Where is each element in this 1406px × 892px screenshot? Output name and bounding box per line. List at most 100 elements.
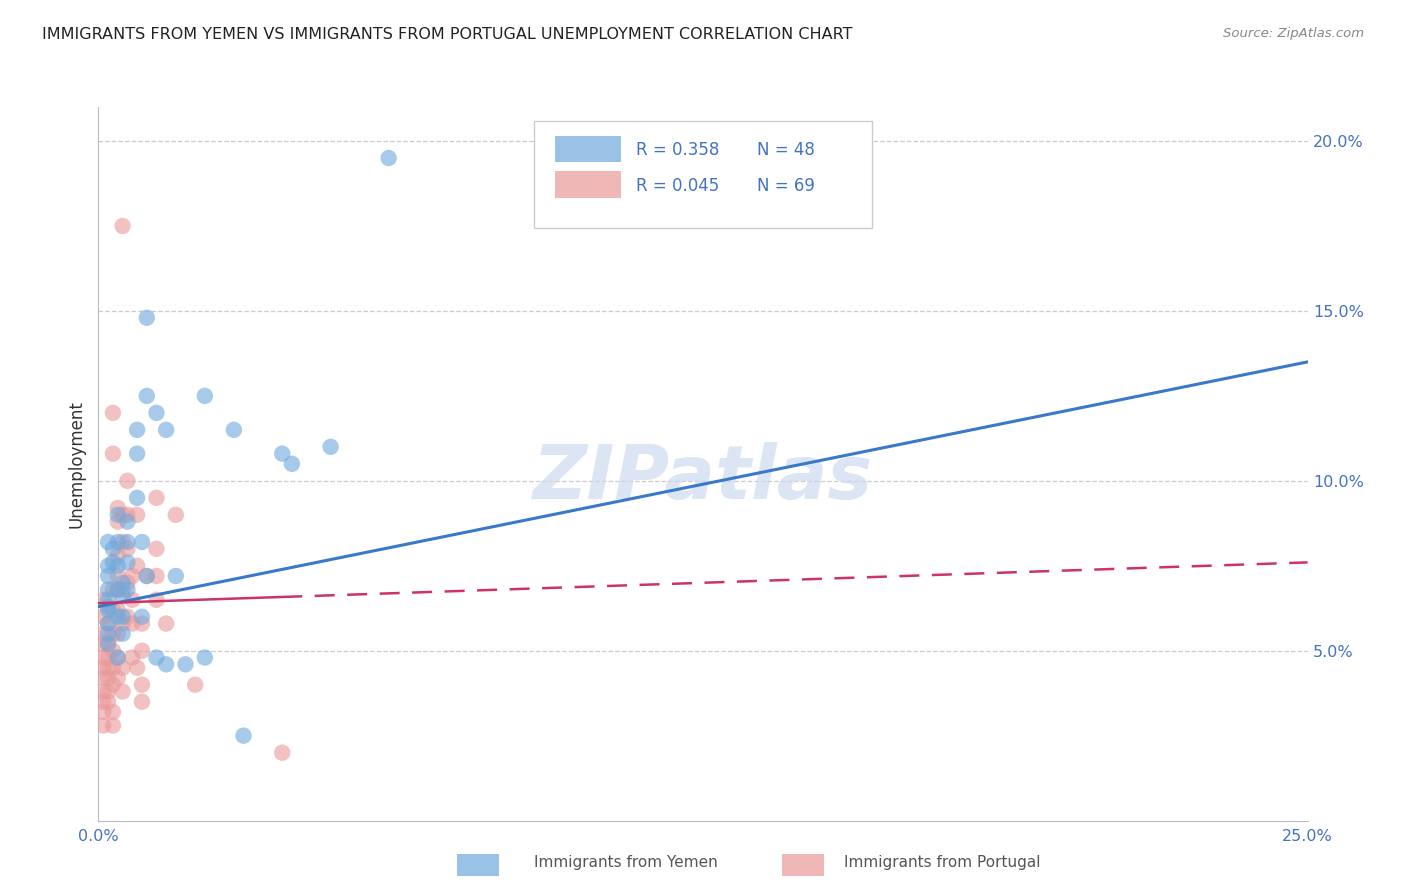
Point [131,644,153,658]
Point [131,609,153,624]
Point [107,549,129,563]
Point [194,389,217,403]
Point [91,684,114,698]
Point [91,695,114,709]
Text: IMMIGRANTS FROM YEMEN VS IMMIGRANTS FROM PORTUGAL UNEMPLOYMENT CORRELATION CHART: IMMIGRANTS FROM YEMEN VS IMMIGRANTS FROM… [42,27,852,42]
Point [145,406,167,420]
Point [101,555,124,569]
Point [232,729,254,743]
Text: R = 0.045: R = 0.045 [637,177,720,194]
Point [127,423,149,437]
Point [107,603,129,617]
Point [101,582,124,597]
Point [121,592,143,607]
Text: Immigrants from Portugal: Immigrants from Portugal [844,855,1040,870]
Point [97,535,120,549]
Point [127,558,149,573]
Point [111,219,134,233]
Point [97,650,120,665]
Point [121,616,143,631]
Point [131,695,153,709]
Point [111,684,134,698]
Point [117,508,139,522]
Text: R = 0.358: R = 0.358 [637,141,720,159]
Point [165,569,187,583]
Point [101,644,124,658]
Point [117,555,139,569]
Point [107,650,129,665]
Point [107,650,129,665]
Point [145,491,167,505]
Point [111,535,134,549]
Point [155,423,177,437]
Point [165,508,187,522]
Point [319,440,342,454]
Point [117,535,139,549]
Point [127,661,149,675]
Point [271,447,294,461]
Point [117,515,139,529]
Point [101,678,124,692]
Point [91,609,114,624]
Point [101,603,124,617]
Point [97,616,120,631]
Point [184,678,207,692]
Point [131,535,153,549]
Point [111,508,134,522]
Point [194,650,217,665]
Point [107,508,129,522]
Point [91,705,114,719]
Point [111,609,134,624]
Point [121,569,143,583]
Point [91,626,114,640]
Point [135,569,157,583]
Point [97,637,120,651]
Point [117,575,139,590]
Point [111,661,134,675]
Point [135,389,157,403]
Point [107,535,129,549]
Y-axis label: Unemployment: Unemployment [67,400,86,528]
Point [97,603,120,617]
Point [145,592,167,607]
Point [131,616,153,631]
Point [174,657,197,672]
Point [107,582,129,597]
Point [117,609,139,624]
Point [127,491,149,505]
Point [97,637,120,651]
Point [111,626,134,640]
Point [127,508,149,522]
Point [91,650,114,665]
Point [111,590,134,604]
Point [97,599,120,614]
Point [97,582,120,597]
Point [107,626,129,640]
Point [271,746,294,760]
Point [101,541,124,556]
Point [117,541,139,556]
Point [101,447,124,461]
Point [117,582,139,597]
Point [145,650,167,665]
Point [97,626,120,640]
Text: Immigrants from Yemen: Immigrants from Yemen [534,855,718,870]
Point [91,637,114,651]
Point [101,661,124,675]
Point [97,684,120,698]
Point [91,671,114,685]
Text: N = 48: N = 48 [758,141,815,159]
Point [107,558,129,573]
Point [145,569,167,583]
Point [97,558,120,573]
Point [155,657,177,672]
Point [97,661,120,675]
Point [97,616,120,631]
Point [91,592,114,607]
Point [107,582,129,597]
Point [135,569,157,583]
Point [97,671,120,685]
Point [131,678,153,692]
Point [377,151,399,165]
Point [111,582,134,597]
